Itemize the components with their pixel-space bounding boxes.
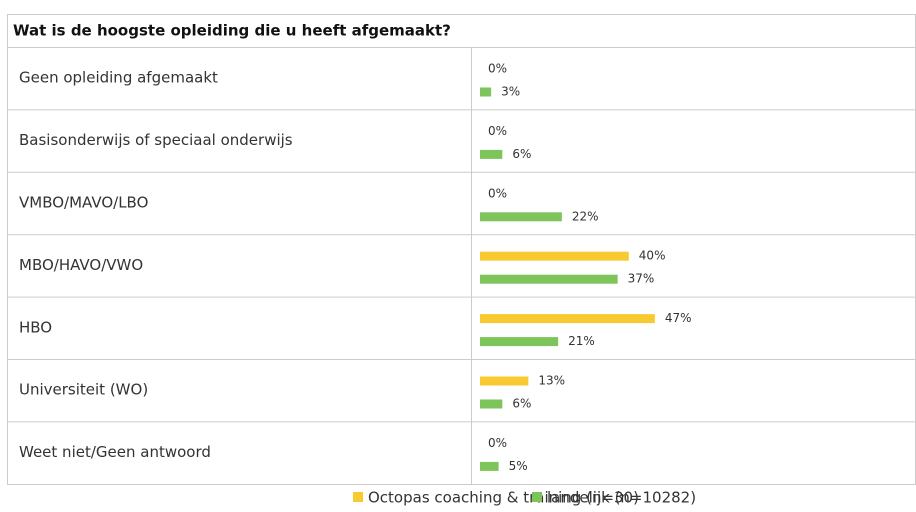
category-label: Universiteit (WO): [19, 381, 148, 399]
bar: [480, 314, 655, 324]
bar: [480, 274, 618, 284]
value-label: 0%: [488, 62, 507, 76]
chart-title: Wat is de hoogste opleiding die u heeft …: [13, 22, 451, 40]
value-label: 37%: [628, 272, 655, 286]
bar: [480, 337, 559, 347]
value-label: 6%: [512, 147, 531, 161]
category-label: MBO/HAVO/VWO: [19, 256, 143, 274]
value-label: 21%: [568, 334, 595, 348]
legend-label: landelijk (n=10282): [547, 489, 696, 507]
category-label: VMBO/MAVO/LBO: [19, 194, 148, 212]
category-label: HBO: [19, 318, 52, 336]
legend-swatch: [532, 492, 542, 502]
category-label: Geen opleiding afgemaakt: [19, 69, 218, 87]
legend-swatch: [353, 492, 363, 502]
bar: [480, 149, 503, 159]
value-label: 0%: [488, 436, 507, 450]
bar: [480, 461, 499, 471]
category-label: Weet niet/Geen antwoord: [19, 443, 211, 461]
value-label: 47%: [665, 311, 692, 325]
category-label: Basisonderwijs of speciaal onderwijs: [19, 131, 293, 149]
value-label: 40%: [639, 249, 666, 263]
value-label: 6%: [512, 397, 531, 411]
legend-label: Octopas coaching & training (n=30): [368, 489, 639, 507]
value-label: 0%: [488, 124, 507, 138]
value-label: 0%: [488, 186, 507, 200]
value-label: 13%: [538, 374, 565, 388]
bar: [480, 212, 562, 222]
bar: [480, 399, 503, 409]
value-label: 5%: [509, 459, 528, 473]
bar: [480, 376, 529, 386]
value-label: 22%: [572, 209, 599, 223]
bar: [480, 87, 492, 97]
value-label: 3%: [501, 85, 520, 99]
bar: [480, 251, 629, 261]
table-frame: [7, 14, 916, 485]
